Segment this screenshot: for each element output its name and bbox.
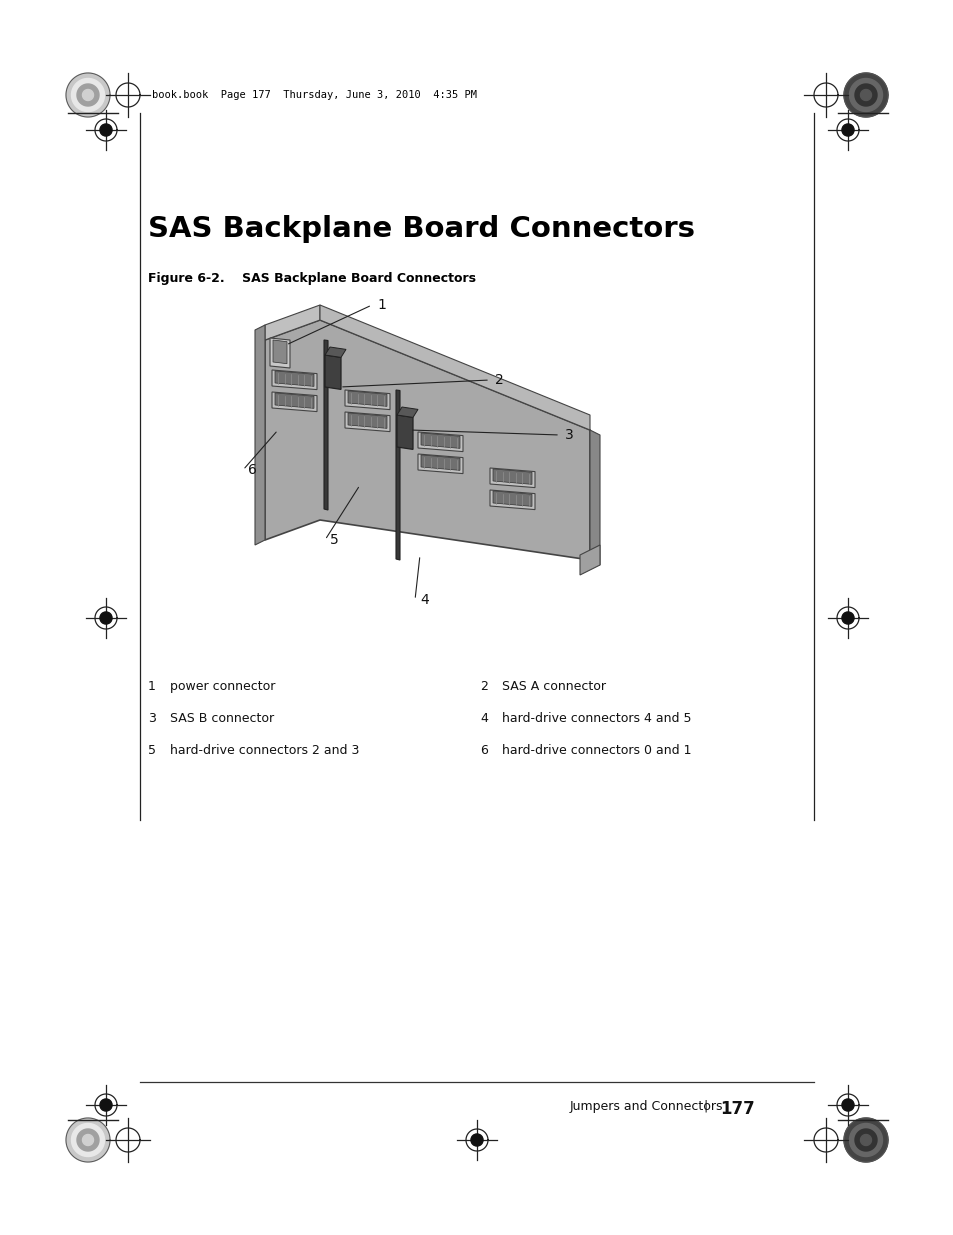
Polygon shape [265, 305, 319, 340]
Polygon shape [319, 305, 589, 430]
Polygon shape [66, 73, 110, 117]
Polygon shape [274, 370, 314, 387]
Text: power connector: power connector [170, 680, 275, 693]
Polygon shape [396, 408, 417, 417]
Text: 5: 5 [330, 534, 338, 547]
Polygon shape [490, 468, 535, 488]
Polygon shape [420, 433, 459, 448]
Polygon shape [396, 415, 413, 450]
Text: Figure 6-2.    SAS Backplane Board Connectors: Figure 6-2. SAS Backplane Board Connecto… [148, 272, 476, 285]
Text: 6: 6 [479, 743, 487, 757]
Polygon shape [274, 393, 314, 409]
Polygon shape [490, 490, 535, 510]
Polygon shape [66, 1118, 110, 1162]
Text: book.book  Page 177  Thursday, June 3, 2010  4:35 PM: book.book Page 177 Thursday, June 3, 201… [152, 90, 476, 100]
Polygon shape [345, 412, 390, 431]
Circle shape [100, 1099, 112, 1112]
Text: 5: 5 [148, 743, 156, 757]
Polygon shape [579, 545, 599, 576]
Circle shape [841, 124, 853, 136]
Text: 2: 2 [479, 680, 487, 693]
Polygon shape [417, 432, 462, 452]
Text: 4: 4 [479, 713, 487, 725]
Polygon shape [270, 338, 290, 368]
Polygon shape [77, 1129, 99, 1151]
Polygon shape [325, 354, 340, 389]
Text: SAS B connector: SAS B connector [170, 713, 274, 725]
Polygon shape [345, 390, 390, 410]
Circle shape [841, 613, 853, 624]
Polygon shape [417, 454, 462, 473]
Polygon shape [254, 325, 265, 545]
Text: hard-drive connectors 4 and 5: hard-drive connectors 4 and 5 [501, 713, 691, 725]
Polygon shape [420, 454, 459, 471]
Text: SAS Backplane Board Connectors: SAS Backplane Board Connectors [148, 215, 695, 243]
Polygon shape [272, 370, 316, 389]
Polygon shape [348, 391, 387, 406]
Polygon shape [843, 73, 887, 117]
Polygon shape [265, 320, 589, 559]
Polygon shape [82, 1135, 93, 1146]
Polygon shape [848, 79, 882, 111]
Text: 4: 4 [419, 593, 428, 606]
Polygon shape [854, 84, 876, 106]
Polygon shape [860, 89, 871, 100]
Polygon shape [71, 1124, 105, 1156]
Text: SAS A connector: SAS A connector [501, 680, 605, 693]
Polygon shape [848, 1124, 882, 1156]
Circle shape [471, 1134, 482, 1146]
Text: hard-drive connectors 2 and 3: hard-drive connectors 2 and 3 [170, 743, 359, 757]
Polygon shape [589, 430, 599, 564]
Polygon shape [77, 84, 99, 106]
Text: 6: 6 [248, 463, 256, 477]
Text: 3: 3 [148, 713, 155, 725]
Text: hard-drive connectors 0 and 1: hard-drive connectors 0 and 1 [501, 743, 691, 757]
Text: 2: 2 [495, 373, 503, 387]
Polygon shape [272, 391, 316, 411]
Polygon shape [273, 340, 287, 363]
Polygon shape [348, 412, 387, 429]
Circle shape [841, 1099, 853, 1112]
Polygon shape [493, 490, 532, 506]
Polygon shape [843, 1118, 887, 1162]
Circle shape [100, 613, 112, 624]
Polygon shape [493, 469, 532, 484]
Circle shape [100, 124, 112, 136]
Polygon shape [854, 1129, 876, 1151]
Text: Jumpers and Connectors: Jumpers and Connectors [569, 1100, 722, 1113]
Polygon shape [71, 79, 105, 111]
Text: |: | [703, 1100, 707, 1113]
Text: 1: 1 [148, 680, 155, 693]
Polygon shape [82, 89, 93, 100]
Polygon shape [324, 340, 328, 510]
Polygon shape [395, 390, 399, 559]
Text: 3: 3 [564, 429, 573, 442]
Polygon shape [325, 347, 346, 357]
Text: 177: 177 [720, 1100, 754, 1118]
Text: 1: 1 [376, 298, 385, 312]
Polygon shape [860, 1135, 871, 1146]
